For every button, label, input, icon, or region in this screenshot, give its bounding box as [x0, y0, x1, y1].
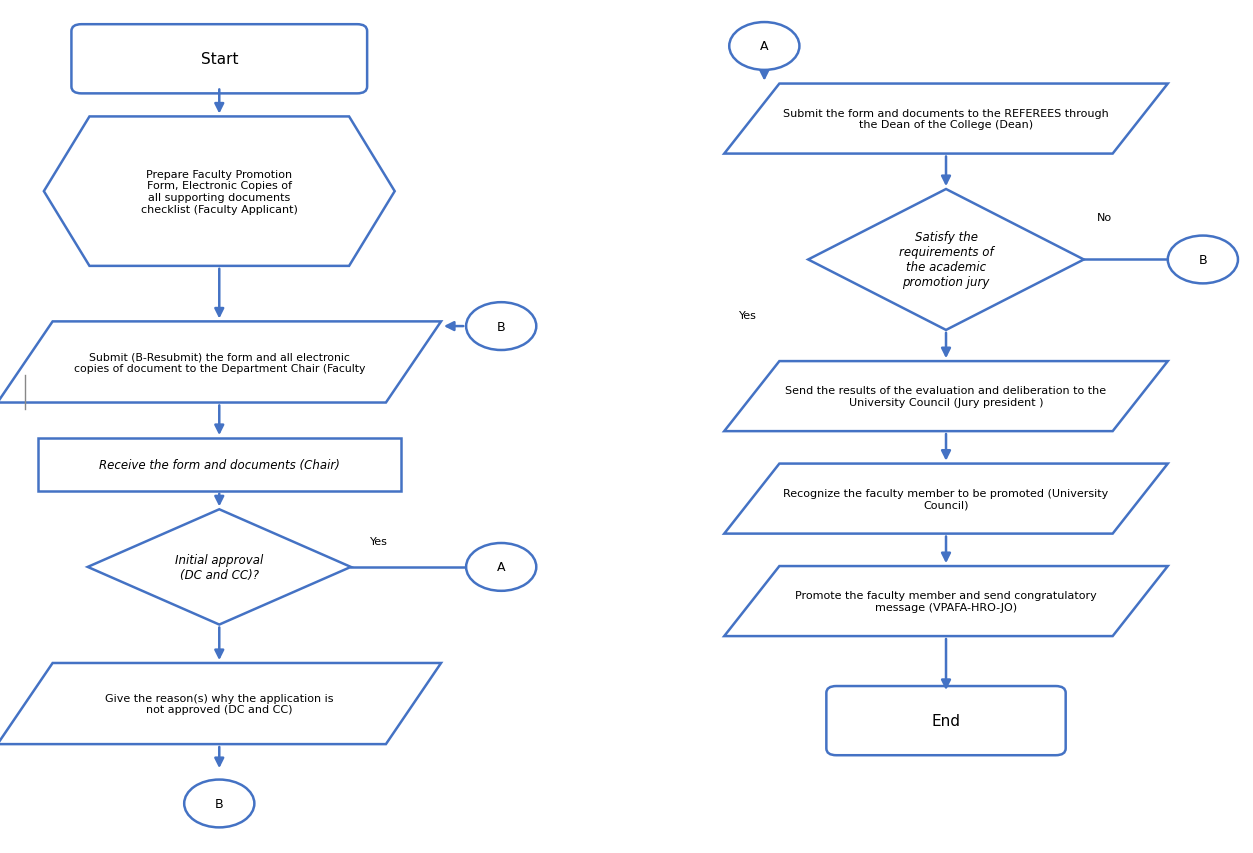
Text: No: No	[1096, 212, 1111, 223]
Text: Yes: Yes	[739, 310, 757, 321]
Circle shape	[466, 543, 536, 591]
Polygon shape	[0, 664, 441, 744]
Bar	[38, 438, 401, 491]
Text: Satisfy the
requirements of
the academic
promotion jury: Satisfy the requirements of the academic…	[898, 231, 994, 289]
Text: Send the results of the evaluation and deliberation to the
University Council (J: Send the results of the evaluation and d…	[786, 386, 1106, 408]
Text: Receive the form and documents (Chair): Receive the form and documents (Chair)	[99, 458, 340, 472]
Text: Initial approval
(DC and CC)?: Initial approval (DC and CC)?	[175, 554, 263, 581]
Polygon shape	[88, 509, 351, 624]
Text: A: A	[761, 40, 768, 54]
Text: B: B	[1199, 253, 1207, 267]
Polygon shape	[724, 84, 1168, 154]
FancyBboxPatch shape	[71, 25, 367, 94]
FancyBboxPatch shape	[827, 686, 1065, 756]
Text: Start: Start	[200, 52, 238, 67]
Text: Promote the faculty member and send congratulatory
message (VPAFA-HRO-JO): Promote the faculty member and send cong…	[796, 590, 1096, 612]
Polygon shape	[44, 117, 395, 266]
Text: Submit (B-Resubmit) the form and all electronic
copies of document to the Depart: Submit (B-Resubmit) the form and all ele…	[74, 351, 365, 374]
Circle shape	[1168, 236, 1238, 284]
Polygon shape	[724, 566, 1168, 636]
Text: Recognize the faculty member to be promoted (University
Council): Recognize the faculty member to be promo…	[783, 488, 1109, 510]
Text: B: B	[497, 320, 505, 334]
Circle shape	[184, 780, 254, 827]
Polygon shape	[808, 189, 1084, 331]
Text: Submit the form and documents to the REFEREES through
the Dean of the College (D: Submit the form and documents to the REF…	[783, 108, 1109, 131]
Circle shape	[729, 23, 799, 71]
Text: Prepare Faculty Promotion
Form, Electronic Copies of
all supporting documents
ch: Prepare Faculty Promotion Form, Electron…	[140, 170, 298, 214]
Text: Yes: Yes	[370, 537, 387, 547]
Polygon shape	[724, 362, 1168, 432]
Text: End: End	[931, 713, 961, 728]
Text: A: A	[497, 560, 505, 574]
Polygon shape	[724, 464, 1168, 534]
Circle shape	[466, 303, 536, 351]
Text: Give the reason(s) why the application is
not approved (DC and CC): Give the reason(s) why the application i…	[105, 693, 333, 715]
Polygon shape	[0, 322, 441, 403]
Text: B: B	[216, 797, 223, 810]
